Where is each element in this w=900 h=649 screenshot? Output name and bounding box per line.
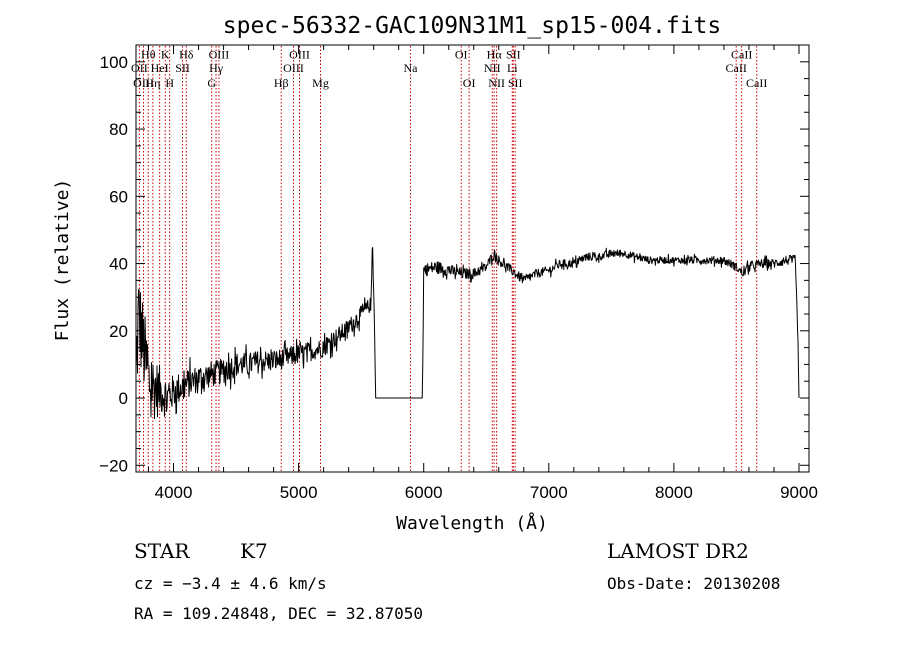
- spectral-line-label: NII: [484, 61, 501, 75]
- spectral-line-label: K: [161, 47, 170, 61]
- spectral-line-label: OIII: [209, 47, 230, 61]
- spectral-line-label: Na: [403, 61, 418, 75]
- spectral-line-label: NII: [488, 76, 505, 90]
- spectral-line-label: Mg: [312, 76, 329, 90]
- plot-frame: [135, 44, 810, 473]
- y-tick-label: −20: [99, 456, 128, 475]
- x-tick-labels: 4000 5000 6000 7000 8000 9000: [155, 483, 818, 502]
- y-tick-labels: −20 0 20 40 60 80 100: [99, 53, 128, 475]
- spectrum-line: [135, 247, 800, 420]
- observation-date: Obs-Date: 20130208: [607, 574, 780, 593]
- y-tick-label: 40: [109, 255, 128, 274]
- survey-name: LAMOST DR2: [607, 539, 749, 563]
- x-tick-label: 4000: [155, 483, 193, 502]
- coordinates: RA = 109.24848, DEC = 32.87050: [134, 604, 423, 623]
- spectral-line-label: OIII: [283, 61, 304, 75]
- y-tick-label: 80: [109, 120, 128, 139]
- x-tick-label: 5000: [280, 483, 318, 502]
- axis-ticks: [136, 45, 809, 472]
- object-subclass: K7: [240, 539, 268, 563]
- spectral-line-label: OIII: [133, 76, 154, 90]
- y-tick-label: 0: [119, 389, 128, 408]
- spectral-line-label: SII: [175, 61, 190, 75]
- info-block: STAR K7 LAMOST DR2 cz = −3.4 ± 4.6 km/s …: [134, 539, 780, 623]
- spectral-line-label: H: [165, 76, 174, 90]
- y-tick-label: 60: [109, 187, 128, 206]
- spectral-line-label: G: [207, 76, 216, 90]
- x-axis-label: Wavelength (Å): [396, 512, 548, 534]
- spectral-line-label: SII: [508, 76, 523, 90]
- spectral-line-label: SII: [506, 47, 521, 61]
- spectral-line-label: Hγ: [209, 61, 224, 75]
- spectral-line-label: HeI: [151, 61, 169, 75]
- x-tick-label: 8000: [655, 483, 693, 502]
- x-tick-label: 6000: [405, 483, 443, 502]
- spectral-line-label: CaII: [726, 61, 747, 75]
- spectral-line-label: Li: [507, 61, 518, 75]
- x-tick-label: 9000: [780, 483, 818, 502]
- spectral-line-label: CaII: [731, 47, 752, 61]
- spectral-line-label: OI: [463, 76, 476, 90]
- spectral-line-label: Hη: [145, 76, 160, 90]
- spectral-line-label: Hα: [487, 47, 503, 61]
- spectral-line-label: OIII: [289, 47, 310, 61]
- spectral-line-label: OI: [455, 47, 468, 61]
- spectral-line-markers: [138, 46, 758, 471]
- spectral-line-label: OII: [131, 61, 148, 75]
- spectral-line-label: Hβ: [274, 76, 289, 90]
- y-axis-label: Flux (relative): [52, 179, 73, 342]
- x-tick-label: 7000: [530, 483, 568, 502]
- y-tick-label: 100: [100, 53, 128, 72]
- spectral-line-label: CaII: [746, 76, 767, 90]
- y-tick-label: 20: [109, 322, 128, 341]
- spectral-line-label: Hδ: [179, 47, 194, 61]
- chart-title: spec-56332-GAC109N31M1_sp15-004.fits: [223, 13, 722, 39]
- redshift-velocity: cz = −3.4 ± 4.6 km/s: [134, 574, 327, 593]
- object-class: STAR: [134, 539, 190, 563]
- spectral-line-label: Hθ: [141, 47, 156, 61]
